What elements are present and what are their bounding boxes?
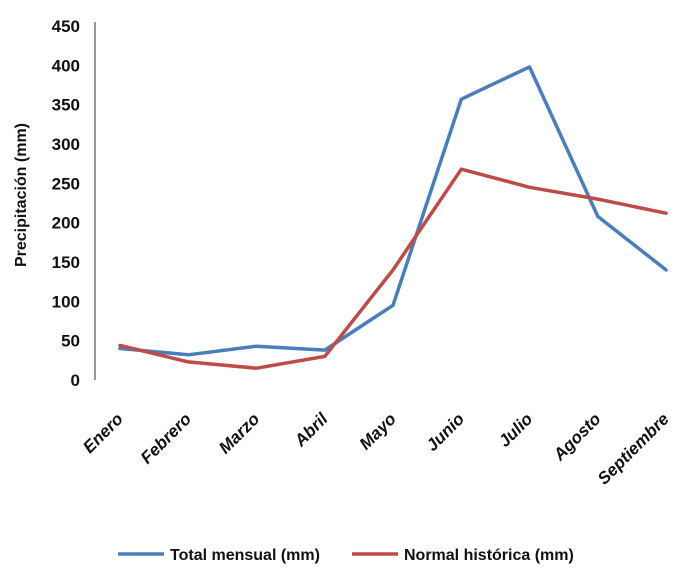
y-tick-label: 200: [52, 214, 80, 233]
series-2-point: [391, 268, 395, 272]
series-lines: [118, 65, 668, 370]
x-category-label: Septiembre: [594, 409, 673, 488]
series-1-point: [528, 65, 531, 69]
series-1-point: [460, 97, 463, 101]
series-2-point: [528, 186, 531, 189]
series-1-point: [323, 348, 326, 352]
series-2-point: [323, 355, 326, 358]
y-tick-label: 100: [52, 292, 80, 311]
series-1-point: [596, 215, 599, 218]
y-tick-label: 50: [61, 332, 80, 351]
x-category-label: Febrero: [137, 409, 195, 467]
x-category-label: Abril: [290, 408, 332, 450]
series-2-point: [118, 344, 122, 347]
series-1-point: [187, 353, 190, 357]
x-category-label: Mayo: [356, 409, 400, 453]
x-category-label: Julio: [495, 409, 536, 450]
series-2-point: [255, 367, 258, 370]
y-tick-label: 300: [52, 135, 80, 154]
y-tick-label: 400: [52, 56, 80, 75]
series-2-point: [460, 167, 463, 171]
series-1-point: [391, 304, 395, 307]
y-axis-label: Precipitación (mm): [13, 123, 30, 267]
x-category-label: Junio: [423, 409, 468, 454]
series-2-point: [187, 360, 190, 364]
series-1-point: [255, 344, 258, 348]
legend: Total mensual (mm) Normal histórica (mm): [118, 547, 574, 564]
legend-label: Normal histórica (mm): [404, 547, 574, 564]
y-tick-label: 350: [52, 96, 80, 115]
x-category-label: Enero: [79, 409, 127, 457]
y-tick-label: 150: [52, 253, 80, 272]
series-2-point: [596, 197, 599, 201]
x-category-label: Agosto: [549, 409, 605, 465]
y-tick-label: 0: [71, 371, 80, 390]
x-category-label: Marzo: [215, 409, 263, 457]
series-1-point: [664, 268, 668, 272]
x-axis-category-labels: Enero Febrero Marzo Abril Mayo Junio Julio Agos…: [79, 408, 673, 488]
series-line-1: [118, 65, 668, 357]
series-2-point: [664, 212, 668, 215]
y-tick-label: 250: [52, 174, 80, 193]
y-axis-ticks: 0 50 100 150 200 250 300 350 400 450: [52, 17, 80, 390]
y-tick-label: 450: [52, 17, 80, 36]
legend-label: Total mensual (mm): [170, 547, 320, 564]
series-1-point: [118, 347, 122, 350]
